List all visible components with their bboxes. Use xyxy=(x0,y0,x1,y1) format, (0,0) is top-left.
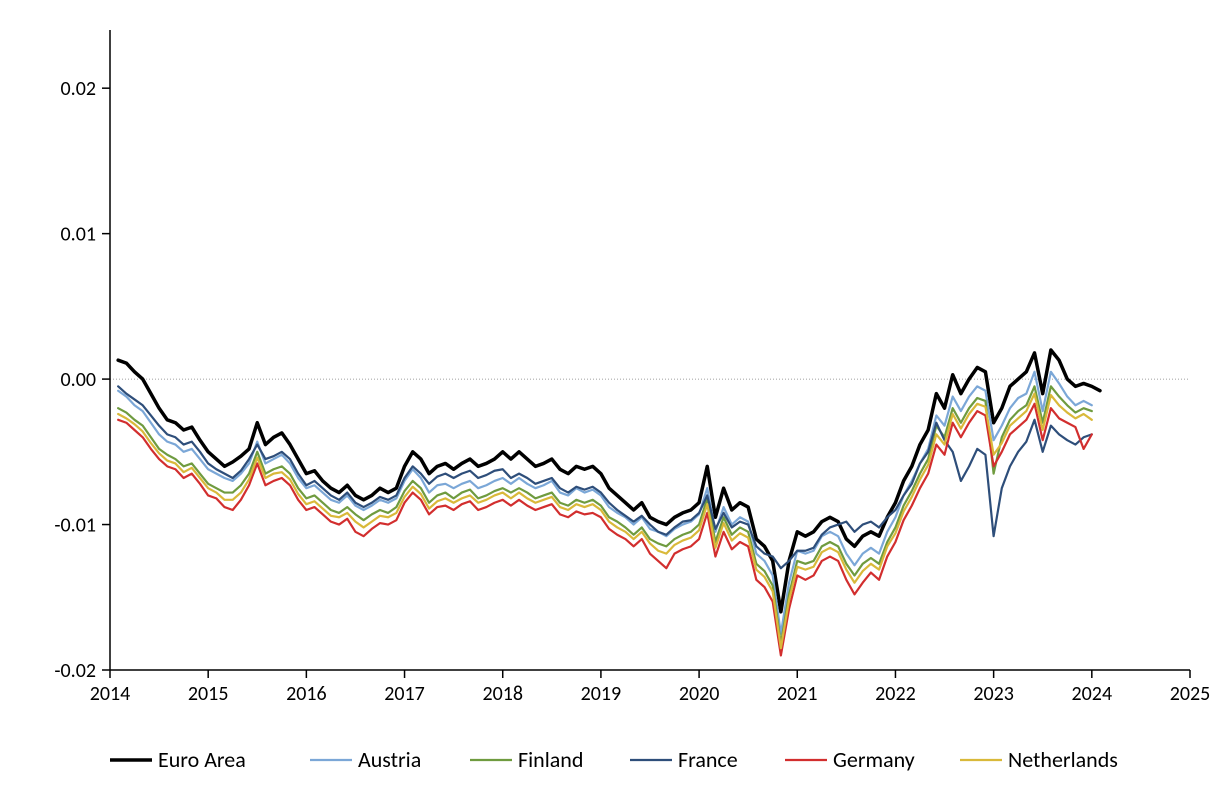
x-tick-label: 2020 xyxy=(679,682,720,706)
x-tick-label: 2017 xyxy=(384,682,425,706)
legend-label: Netherlands xyxy=(1008,746,1118,773)
x-tick-label: 2021 xyxy=(777,682,818,706)
legend-label: France xyxy=(678,746,738,773)
legend-label: Finland xyxy=(518,746,583,773)
y-tick-label: 0.01 xyxy=(61,223,96,247)
x-tick-label: 2014 xyxy=(90,682,131,706)
x-tick-label: 2019 xyxy=(581,682,622,706)
y-tick-label: 0.00 xyxy=(61,368,96,392)
x-tick-label: 2022 xyxy=(875,682,916,706)
x-tick-label: 2023 xyxy=(973,682,1014,706)
x-tick-label: 2025 xyxy=(1170,682,1211,706)
legend-label: Euro Area xyxy=(158,746,246,773)
legend-label: Austria xyxy=(358,746,421,773)
y-tick-label: -0.01 xyxy=(54,514,96,538)
x-tick-label: 2018 xyxy=(482,682,523,706)
legend-label: Germany xyxy=(833,746,915,773)
x-tick-label: 2015 xyxy=(188,682,229,706)
x-tick-label: 2024 xyxy=(1072,682,1113,706)
x-tick-label: 2016 xyxy=(286,682,327,706)
chart-svg: -0.02 -0.01 0.00 0.01 0.02 2014 2015 2016 2017 20… xyxy=(0,0,1220,797)
line-chart: -0.02 -0.01 0.00 0.01 0.02 2014 2015 2016 2017 20… xyxy=(0,0,1220,797)
y-tick-label: 0.02 xyxy=(61,77,96,101)
y-tick-label: -0.02 xyxy=(54,659,96,683)
